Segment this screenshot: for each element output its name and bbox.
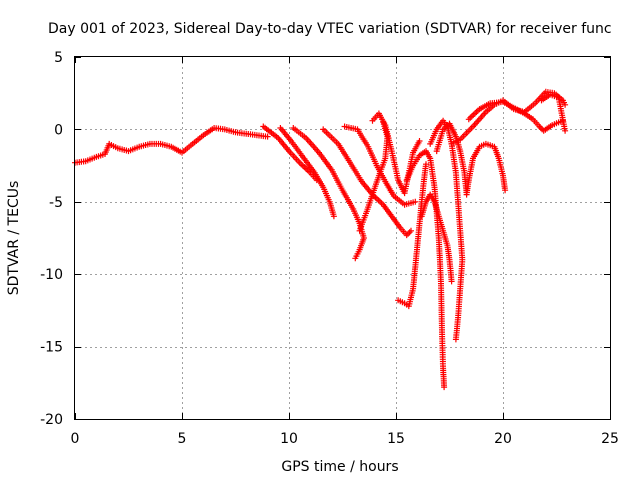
data-point <box>423 161 429 168</box>
data-point <box>562 101 569 108</box>
data-point <box>502 187 509 194</box>
data-point <box>452 336 459 343</box>
x-axis-label: GPS time / hours <box>281 459 398 475</box>
data-point <box>412 198 419 205</box>
x-tick-label: 20 <box>494 431 512 447</box>
y-tick-label: -20 <box>40 412 63 428</box>
y-axis-label: SDTVAR / TECUs <box>6 181 22 296</box>
data-point <box>408 227 414 234</box>
data-point <box>416 138 423 144</box>
x-tick-label: 10 <box>280 431 298 447</box>
data-point <box>330 213 337 220</box>
chart-title: Day 001 of 2023, Sidereal Day-to-day VTE… <box>48 21 612 37</box>
grid-lines <box>75 57 610 419</box>
data-point <box>562 127 569 134</box>
x-tick-label: 15 <box>387 431 405 447</box>
y-tick-label: -10 <box>40 267 63 283</box>
data-point <box>441 384 448 391</box>
y-tick-labels: 5 0 -5 -10 -15 -20 <box>40 50 63 428</box>
y-tick-label: -5 <box>49 195 63 211</box>
x-tick-label: 0 <box>71 431 80 447</box>
plot-frame <box>74 56 611 420</box>
data-point <box>448 278 455 285</box>
data-point <box>352 255 359 262</box>
x-tick-labels: 0 5 10 15 20 25 <box>71 431 619 447</box>
y-tick-label: -15 <box>40 340 63 356</box>
y-tick-label: 5 <box>54 50 63 66</box>
data-point <box>264 133 271 140</box>
data-point <box>356 227 363 234</box>
x-tick-label: 5 <box>178 431 187 447</box>
y-tick-label: 0 <box>54 122 63 138</box>
data-points <box>72 88 569 391</box>
x-tick-label: 25 <box>601 431 619 447</box>
